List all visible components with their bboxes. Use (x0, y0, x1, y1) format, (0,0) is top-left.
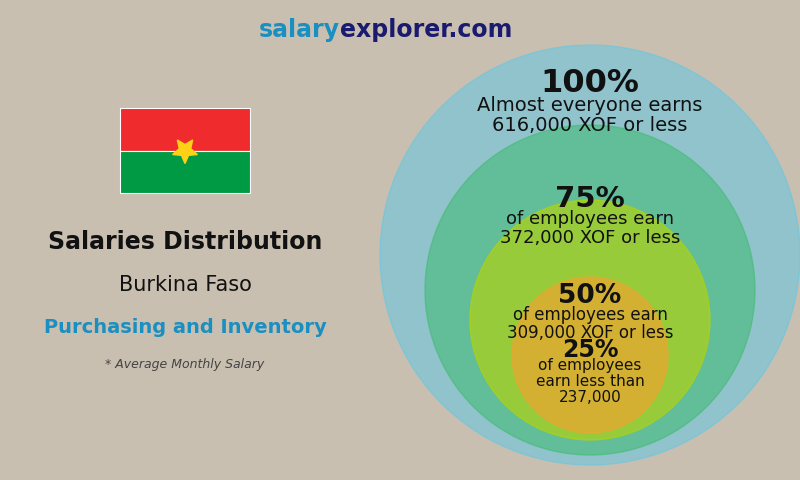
Text: of employees: of employees (538, 359, 642, 373)
Text: of employees earn: of employees earn (506, 210, 674, 228)
Text: 616,000 XOF or less: 616,000 XOF or less (492, 116, 688, 134)
Circle shape (380, 45, 800, 465)
Circle shape (470, 200, 710, 440)
Text: 75%: 75% (555, 185, 625, 213)
Text: 25%: 25% (562, 338, 618, 362)
Text: 237,000: 237,000 (558, 390, 622, 406)
Text: Burkina Faso: Burkina Faso (118, 275, 251, 295)
Text: 100%: 100% (541, 68, 639, 99)
Text: of employees earn: of employees earn (513, 306, 667, 324)
Circle shape (425, 125, 755, 455)
Text: earn less than: earn less than (536, 374, 644, 389)
Text: 50%: 50% (558, 283, 622, 309)
Bar (120, 151, 250, 193)
Polygon shape (173, 140, 198, 164)
Text: Salaries Distribution: Salaries Distribution (48, 230, 322, 254)
Text: * Average Monthly Salary: * Average Monthly Salary (106, 358, 265, 371)
Text: salary: salary (259, 18, 340, 42)
Text: explorer.com: explorer.com (340, 18, 512, 42)
Text: Purchasing and Inventory: Purchasing and Inventory (44, 318, 326, 337)
Circle shape (512, 277, 668, 433)
Text: 309,000 XOF or less: 309,000 XOF or less (506, 324, 674, 342)
Bar (120, 108, 250, 151)
Text: 372,000 XOF or less: 372,000 XOF or less (500, 229, 680, 247)
Text: Almost everyone earns: Almost everyone earns (478, 96, 702, 115)
